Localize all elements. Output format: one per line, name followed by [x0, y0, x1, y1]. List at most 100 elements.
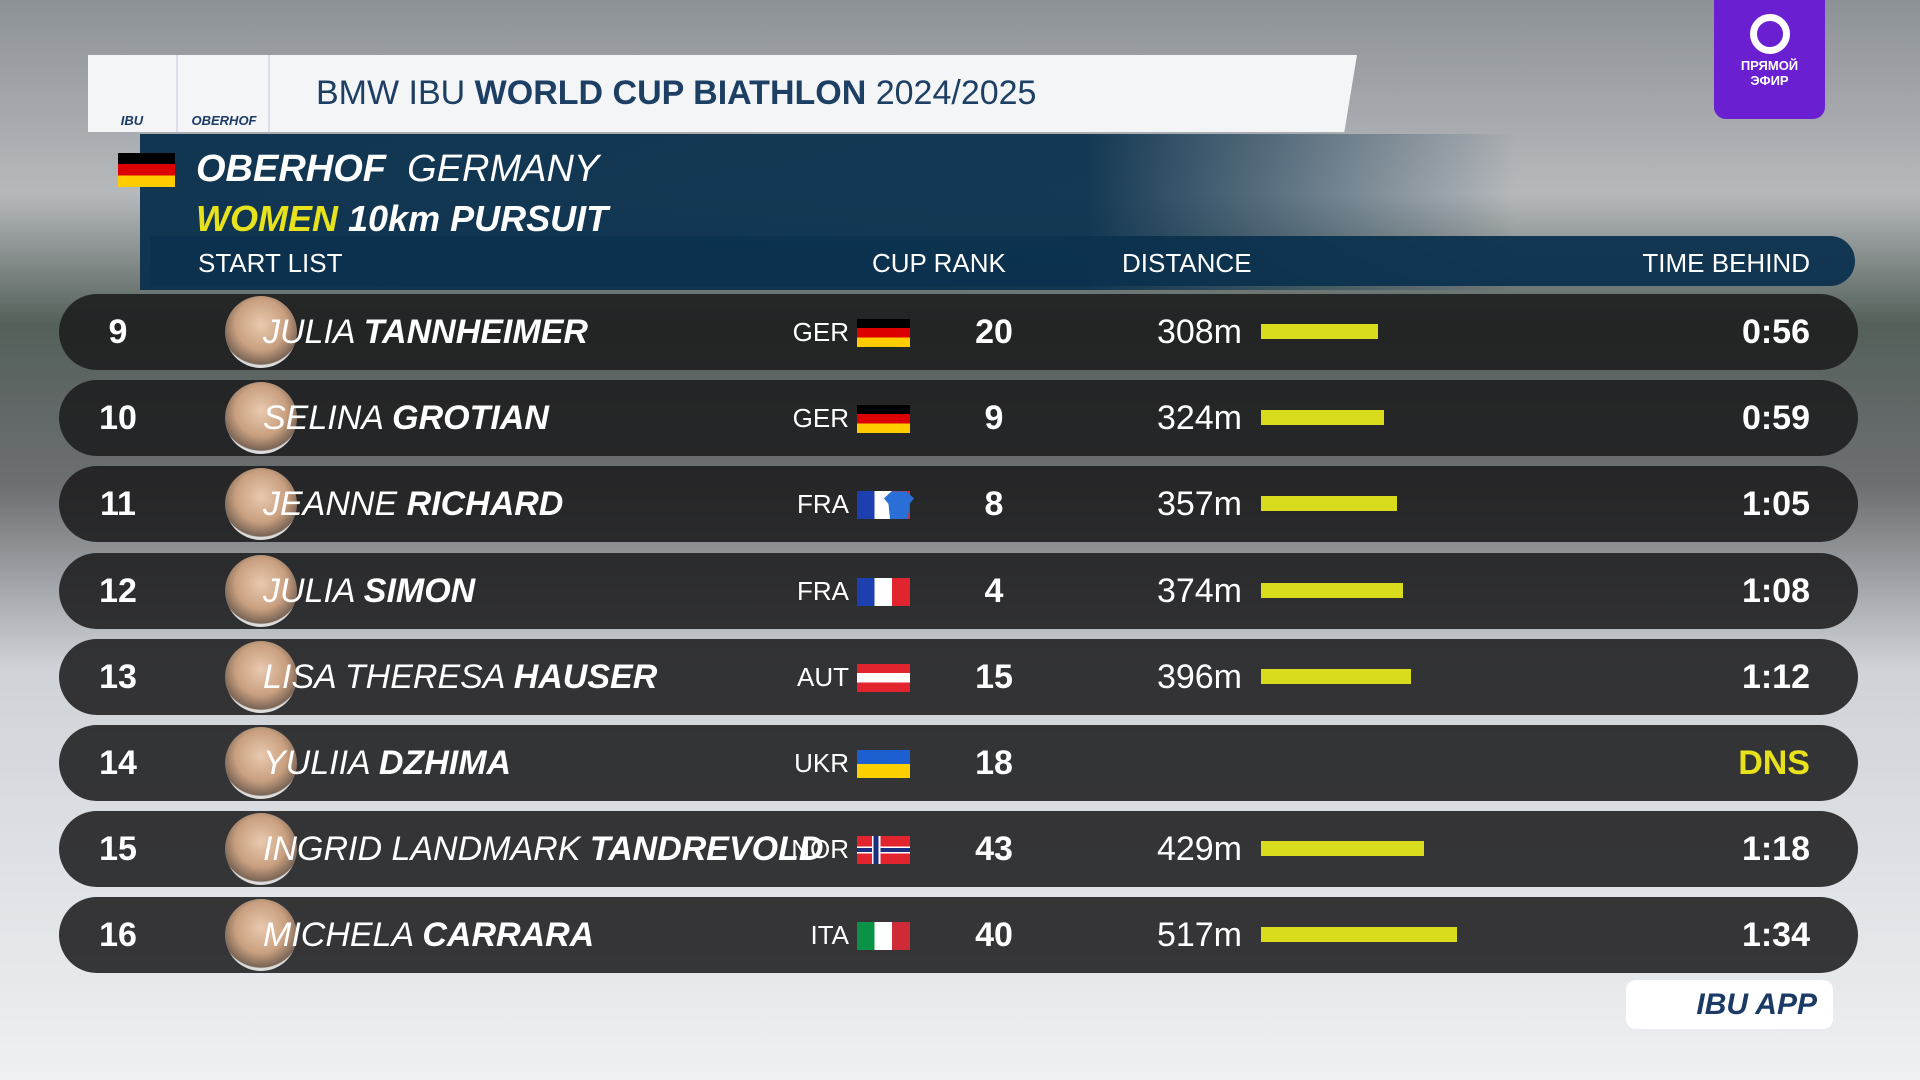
distance: 357m [1156, 485, 1242, 524]
distance-bar [1261, 496, 1397, 512]
first-name: SELINA [263, 399, 383, 438]
cup-rank: 15 [975, 657, 1013, 696]
bib: 11 [100, 485, 136, 524]
nation: UKR [794, 748, 849, 778]
gender: WOMEN [196, 198, 338, 239]
cup-rank: 18 [975, 744, 1013, 782]
athlete-name: LISA THERESA HAUSER [263, 639, 657, 715]
row: 15 INGRID LANDMARK TANDREVOLD NOR 43 429m 1:1… [59, 811, 1858, 888]
photo [225, 899, 297, 972]
first-name: JULIA [263, 313, 355, 351]
athlete-name: YULIIA DZHIMA [263, 725, 511, 801]
nation: ITA [810, 920, 849, 951]
oberhof-logo: OBERHOF [180, 55, 270, 132]
cup-rank: 40 [975, 916, 1013, 955]
last-name: CARRARA [422, 916, 595, 955]
last-name: DZHIMA [378, 744, 512, 782]
nation-flag [857, 663, 910, 692]
distance: 374m [1156, 571, 1242, 610]
nation-flag [857, 319, 910, 347]
photo [225, 468, 297, 541]
col-cup-rank: CUP RANK [872, 248, 1006, 278]
nation: FRA [797, 575, 849, 606]
bib: 14 [99, 744, 137, 782]
photo [225, 382, 297, 455]
row: 13 LISA THERESA HAUSER AUT 15 396m 1:12 [59, 638, 1858, 715]
time-behind: 1:18 [1741, 830, 1810, 869]
athlete-name: JEANNE RICHARD [263, 466, 563, 542]
photo [225, 554, 297, 627]
nation-flag [857, 750, 910, 778]
distance-bar [1261, 582, 1404, 598]
col-time: TIME BEHIND [1642, 248, 1810, 278]
title-bar: IBU OBERHOF [88, 55, 1357, 132]
athlete-name: JULIA SIMON [263, 553, 475, 629]
row: 14 YULIIA DZHIMA UKR 18 DNS [59, 725, 1858, 801]
distance: 396m [1156, 657, 1242, 696]
column-header-band [150, 236, 1855, 286]
photo [225, 296, 297, 368]
ibu-app-text: IBU APP [1696, 988, 1817, 1021]
bib: 15 [99, 830, 137, 869]
last-name: TANNHEIMER [363, 313, 588, 351]
nation: FRA [797, 489, 849, 520]
distance-bar [1261, 668, 1412, 684]
nation-flag [857, 577, 910, 606]
nation: GER [792, 317, 849, 347]
time-behind: 0:59 [1741, 399, 1810, 438]
first-name: JULIA [263, 571, 355, 610]
venue-line: OBERHOF GERMANY [196, 148, 599, 191]
time-behind: 1:34 [1741, 916, 1810, 955]
cup-rank: 43 [975, 830, 1013, 869]
cup-rank: 20 [975, 313, 1013, 351]
nation: GER [792, 403, 849, 434]
ibu-logo: IBU [88, 55, 178, 132]
distance: 308m [1156, 313, 1242, 351]
time-behind: DNS [1738, 744, 1810, 782]
row: 16 MICHELA CARRARA ITA 40 517m 1:34 [59, 897, 1858, 974]
row: 11 JEANNE RICHARD FRA 8 357m 1:05 [59, 466, 1858, 543]
distance: 429m [1156, 830, 1242, 869]
last-name: GROTIAN [392, 399, 549, 438]
last-name: TANDREVOLD [589, 830, 824, 869]
title-prefix: BMW IBU [316, 74, 466, 112]
cup-rank: 4 [984, 571, 1004, 610]
athlete-name: SELINA GROTIAN [263, 380, 549, 456]
bib: 12 [99, 571, 137, 610]
time-behind: 1:08 [1741, 571, 1810, 610]
athlete-name: INGRID LANDMARK TANDREVOLD [263, 811, 823, 887]
venue: OBERHOF [196, 148, 386, 190]
title: BMW IBU WORLD CUP BIATHLON 2024/2025 [316, 55, 1036, 132]
distance: 517m [1156, 916, 1242, 955]
first-name: INGRID LANDMARK [263, 830, 581, 869]
live-badge: ПРЯМОЙ ЭФИР [1714, 0, 1825, 119]
bib: 9 [108, 313, 128, 351]
distance-bar [1261, 841, 1425, 857]
cup-rank: 8 [984, 485, 1004, 524]
col-list: START LIST [198, 248, 343, 278]
badge-line1: ПРЯМОЙ [1740, 58, 1799, 73]
first-name: YULIIA [263, 744, 370, 782]
time-behind: 0:56 [1741, 313, 1810, 351]
ibu-app: IBU APP [1626, 980, 1833, 1029]
race-line: WOMEN 10km PURSUIT [196, 198, 608, 240]
nation-flag [857, 405, 910, 434]
athlete-name: JULIA TANNHEIMER [263, 294, 588, 370]
bib: 13 [99, 657, 137, 696]
photo [225, 813, 297, 886]
first-name: JEANNE [263, 485, 398, 524]
bib: 10 [99, 399, 137, 438]
country: GERMANY [407, 148, 600, 190]
last-name: HAUSER [513, 657, 658, 696]
distance-bar [1261, 410, 1385, 426]
cup-rank: 9 [984, 399, 1004, 438]
photo [225, 640, 297, 713]
nation-flag [857, 922, 910, 951]
last-name: SIMON [363, 571, 476, 610]
venue-flag [118, 153, 175, 187]
distance-bar [1261, 324, 1379, 339]
title-bold: WORLD CUP BIATHLON [474, 74, 867, 112]
distance-bar [1261, 927, 1458, 943]
col-distance: DISTANCE [1122, 248, 1252, 278]
